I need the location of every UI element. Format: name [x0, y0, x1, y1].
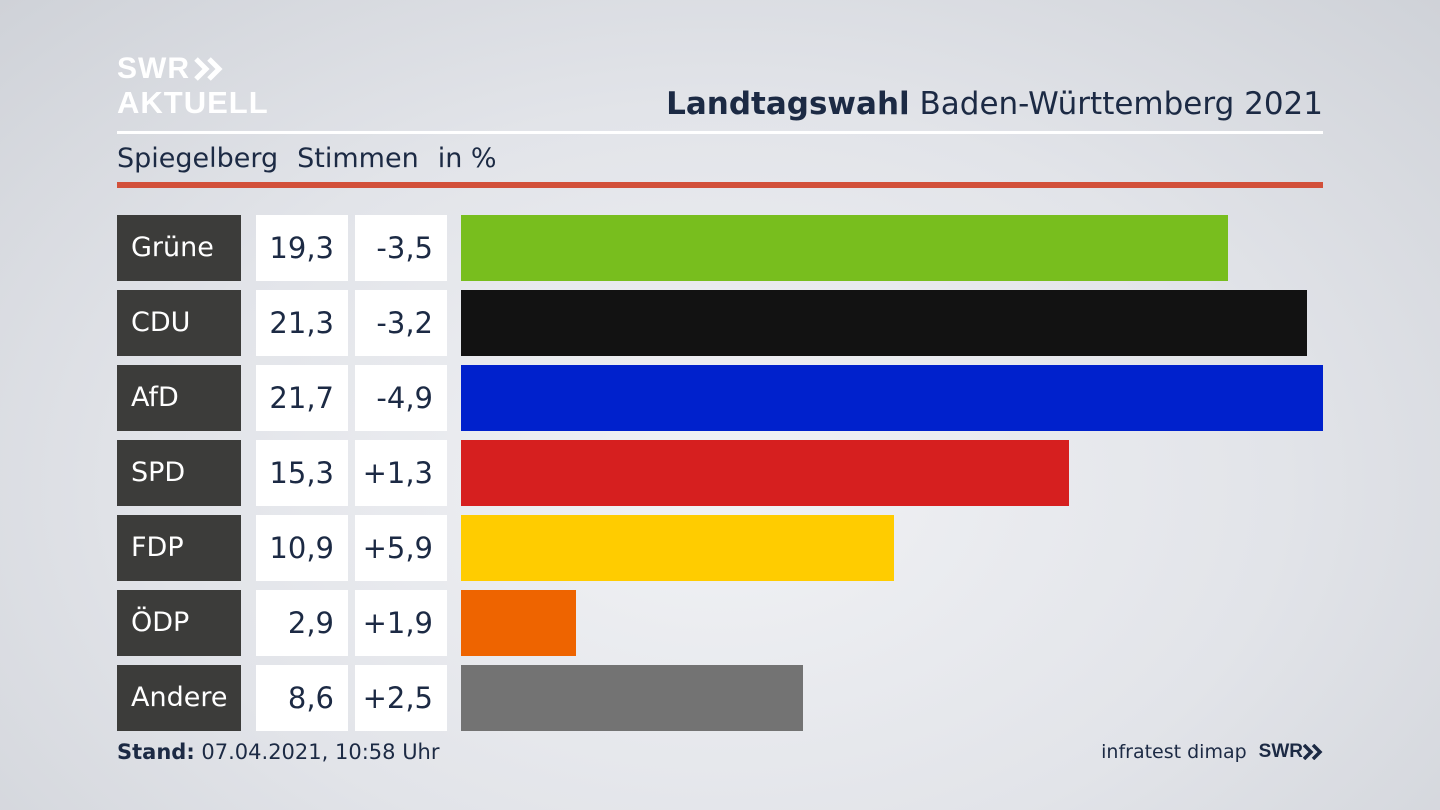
bar — [461, 665, 803, 731]
accent-divider — [117, 182, 1323, 188]
bar-row: ÖDP 2,9 +1,9 — [117, 590, 1323, 656]
page-title: Landtagswahl Baden-Württemberg 2021 — [666, 86, 1323, 122]
bar-row: SPD 15,3 +1,3 — [117, 440, 1323, 506]
vote-share-label: 8,6 — [256, 665, 348, 731]
subtitle-measure: Stimmen — [297, 143, 419, 174]
stand-value: 07.04.2021, 10:58 Uhr — [201, 740, 440, 764]
vote-share-label: 15,3 — [256, 440, 348, 506]
vote-share-label: 10,9 — [256, 515, 348, 581]
party-label: CDU — [117, 290, 241, 356]
swr-aktuell-logo: SWR AKTUELL — [117, 52, 269, 120]
logo-aktuell-text: AKTUELL — [117, 85, 269, 120]
party-label: FDP — [117, 515, 241, 581]
vote-share-label: 21,3 — [256, 290, 348, 356]
vote-share-label: 19,3 — [256, 215, 348, 281]
bar-row: Andere 8,6 +2,5 — [117, 665, 1323, 731]
bar-row: AfD 21,7 -4,9 — [117, 365, 1323, 431]
title-bold: Landtagswahl — [666, 86, 910, 122]
subtitle-place: Spiegelberg — [117, 143, 279, 174]
party-label: Grüne — [117, 215, 241, 281]
party-label: ÖDP — [117, 590, 241, 656]
double-chevron-icon — [194, 57, 223, 81]
bar — [461, 590, 576, 656]
chart-subtitle: Spiegelberg Stimmen in % — [117, 143, 516, 174]
change-label: +2,5 — [355, 665, 447, 731]
party-label: SPD — [117, 440, 241, 506]
change-label: -3,2 — [355, 290, 447, 356]
subtitle-unit: in % — [437, 143, 497, 174]
change-label: +1,9 — [355, 590, 447, 656]
vote-share-label: 21,7 — [256, 365, 348, 431]
bar — [461, 215, 1228, 281]
party-label: AfD — [117, 365, 241, 431]
double-chevron-icon — [1303, 744, 1323, 760]
swr-footer-logo: SWR — [1259, 741, 1323, 763]
header-divider — [117, 131, 1323, 134]
source-credit: infratest dimap SWR — [1101, 741, 1323, 763]
party-label: Andere — [117, 665, 241, 731]
change-label: -3,5 — [355, 215, 447, 281]
change-label: +1,3 — [355, 440, 447, 506]
change-label: -4,9 — [355, 365, 447, 431]
bar-row: FDP 10,9 +5,9 — [117, 515, 1323, 581]
timestamp: Stand: 07.04.2021, 10:58 Uhr — [117, 740, 440, 764]
stand-label: Stand: — [117, 740, 195, 764]
bar — [461, 365, 1323, 431]
footer-brand: SWR — [1258, 741, 1303, 762]
bar — [461, 290, 1307, 356]
bar-row: Grüne 19,3 -3,5 — [117, 215, 1323, 281]
logo-swr-text: SWR — [117, 52, 190, 85]
bar-row: CDU 21,3 -3,2 — [117, 290, 1323, 356]
source-text: infratest dimap — [1101, 741, 1247, 763]
change-label: +5,9 — [355, 515, 447, 581]
vote-share-label: 2,9 — [256, 590, 348, 656]
bar — [461, 440, 1069, 506]
title-rest: Baden-Württemberg 2021 — [919, 86, 1323, 122]
bar — [461, 515, 894, 581]
